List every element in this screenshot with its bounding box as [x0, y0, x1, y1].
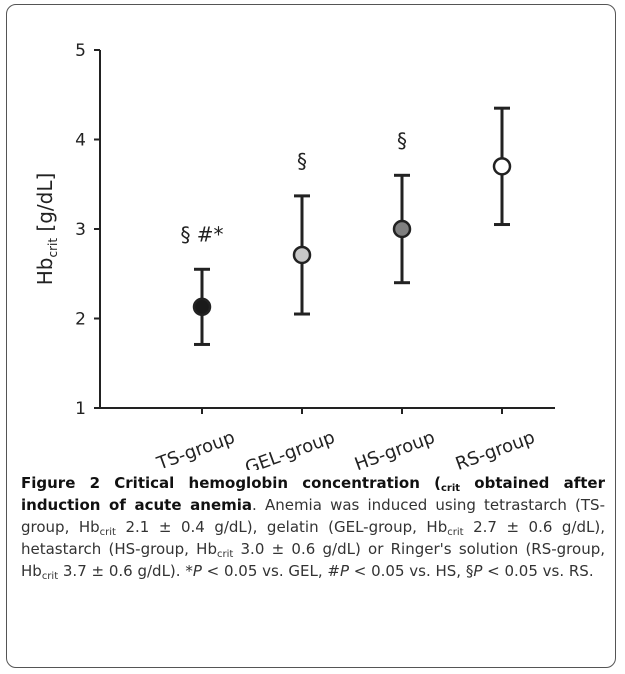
caption-run: < 0.05 vs. HS, §	[348, 562, 474, 580]
marker	[492, 157, 512, 176]
caption-run: 3.0 ± 0.6 g/dL) or Ringer's solution (RS…	[21, 540, 605, 580]
marker	[192, 297, 212, 317]
y-axis-label: Hbcrit [g/dL]	[33, 173, 60, 286]
caption-run: crit	[447, 527, 464, 538]
y-tick-label: 1	[75, 399, 86, 419]
annotation: § #*	[180, 222, 223, 246]
figure-frame	[6, 4, 616, 668]
caption-run: Figure 2 Critical hemoglobin concentrati…	[21, 474, 441, 492]
y-label-part: crit	[46, 238, 60, 258]
y-tick-label: 3	[75, 220, 86, 240]
y-tick-label: 5	[75, 41, 86, 61]
y-label-part: Hb	[33, 258, 57, 286]
x-tick-label: GEL-group	[242, 427, 337, 470]
caption-run: P	[473, 562, 483, 580]
caption: Figure 2 Critical hemoglobin concentrati…	[21, 472, 605, 582]
caption-run: crit	[216, 549, 234, 560]
caption-run: . Anemia was induced using tetrastarch (…	[21, 496, 605, 536]
caption-run: 3.7 ± 0.6 g/dL). *	[58, 562, 193, 580]
annotation: §	[297, 149, 307, 173]
x-tick-label: TS-group	[153, 427, 237, 470]
caption-run: 2.1 ± 0.4 g/dL), gelatin (GEL-group, Hb	[115, 518, 448, 536]
caption-run: crit	[99, 527, 116, 538]
caption-run: 2.7 ± 0.6 g/dL), hetastarch (HS-group, H…	[21, 518, 605, 558]
x-tick-label: HS-group	[352, 427, 438, 470]
marker	[292, 245, 312, 265]
caption-run: obtained after induction of acute anemia	[21, 474, 605, 514]
caption-run: P	[192, 562, 202, 580]
caption-run: < 0.05 vs. GEL, #	[201, 562, 340, 580]
caption-run: < 0.05 vs. RS.	[482, 562, 594, 580]
annotation: §	[397, 128, 407, 152]
caption-run: crit	[440, 483, 461, 494]
x-tick-label: RS-group	[453, 427, 538, 470]
y-tick-label: 2	[75, 310, 86, 330]
caption-run: crit	[41, 571, 59, 582]
chart: 1 2 3 4 5 Hbcrit [g/dL] § #* TS-group § GEL-group…	[33, 41, 555, 470]
y-tick-label: 4	[75, 131, 86, 151]
marker	[392, 219, 412, 239]
caption-run: P	[339, 562, 349, 580]
y-label-part: [g/dL]	[33, 173, 57, 238]
